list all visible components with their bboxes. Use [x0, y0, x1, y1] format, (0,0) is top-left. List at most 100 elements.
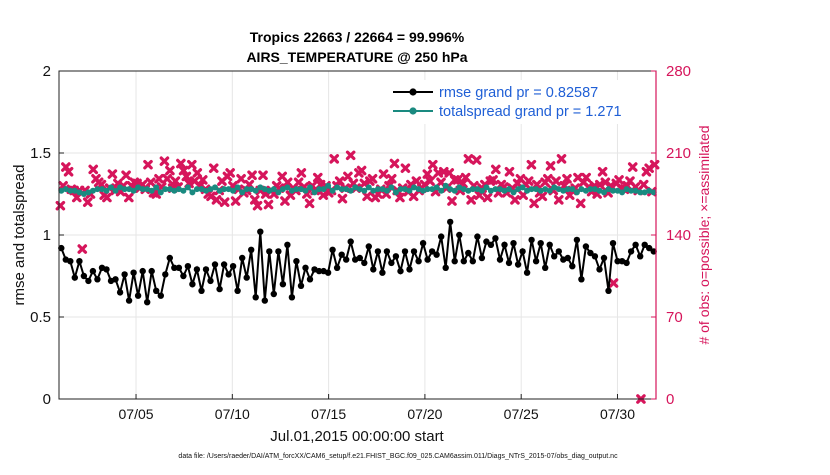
x-tick-label: 07/30 — [600, 406, 635, 422]
spread-data-point — [506, 186, 512, 193]
rmse-data-point — [356, 254, 363, 262]
spread-data-point — [370, 187, 377, 194]
obs-count-marker — [597, 166, 608, 177]
spread-data-point — [451, 187, 458, 194]
rmse-data-point — [591, 253, 599, 260]
obs-count-marker-shape — [329, 154, 340, 164]
obs-count-marker — [378, 169, 389, 179]
obs-count-marker — [211, 195, 222, 205]
rmse-data-point — [130, 269, 137, 276]
rmse-series-layer — [58, 218, 657, 306]
legend-spread-label: totalspread grand pr = 1.271 — [439, 104, 622, 120]
rmse-data-point — [58, 244, 65, 252]
rmse-data-point — [207, 277, 214, 285]
spread-data-point — [469, 186, 476, 193]
rmse-data-point — [211, 261, 219, 268]
spread-data-point — [352, 184, 359, 191]
obs-count-marker-shape — [159, 156, 170, 166]
spread-data-point — [221, 186, 228, 193]
spread-data-point — [591, 186, 598, 193]
spread-data-point — [343, 186, 350, 193]
spread-data-point — [555, 186, 562, 193]
obs-count-marker — [627, 162, 638, 172]
obs-count-marker — [490, 164, 501, 175]
obs-count-marker — [447, 196, 457, 206]
obs-count-marker — [165, 165, 175, 176]
spread-data-point — [121, 186, 128, 193]
spread-data-point — [650, 189, 657, 196]
spread-data-point — [62, 186, 69, 193]
spread-data-point — [94, 186, 101, 193]
obs-count-marker — [252, 200, 263, 211]
footer-data-file: data file: /Users/raeder/DAI/ATM_forcXX/… — [178, 453, 618, 460]
spread-data-point — [171, 187, 178, 194]
rmse-data-point — [347, 238, 354, 245]
obs-count-marker-shape — [444, 168, 455, 178]
spread-data-point — [117, 184, 124, 191]
rmse-data-point — [596, 266, 603, 273]
spread-data-point — [632, 187, 639, 194]
obs-count-marker-shape — [107, 169, 118, 179]
spread-data-point — [80, 191, 87, 197]
obs-count-marker-shape — [55, 200, 66, 211]
rmse-data-point — [496, 256, 504, 263]
rmse-data-point — [614, 258, 621, 265]
rmse-data-point — [447, 218, 454, 226]
rmse-data-point — [243, 274, 250, 281]
rmse-data-point — [532, 258, 540, 265]
spread-data-point — [365, 184, 372, 191]
spread-data-point — [641, 189, 648, 196]
rmse-data-point — [162, 271, 169, 278]
obs-count-marker — [395, 192, 405, 203]
spread-data-point — [492, 186, 499, 193]
spread-data-point — [234, 184, 241, 191]
spread-data-point — [248, 186, 255, 193]
obs-count-marker — [556, 154, 567, 164]
obs-count-marker-shape — [334, 176, 345, 186]
spread-data-point — [108, 184, 114, 191]
obs-count-marker-shape — [367, 173, 378, 184]
obs-count-marker — [367, 173, 378, 184]
spread-data-point — [465, 187, 472, 194]
spread-data-point — [325, 182, 332, 189]
rmse-data-point — [67, 258, 74, 265]
rmse-data-point — [379, 269, 386, 276]
rmse-data-point — [555, 248, 562, 255]
spread-data-point — [483, 184, 490, 191]
rmse-data-point — [198, 287, 205, 294]
obs-count-marker-shape — [77, 244, 88, 254]
obs-count-marker — [562, 173, 572, 184]
obs-count-marker — [428, 159, 438, 170]
spread-data-point — [546, 187, 553, 194]
obs-count-marker — [526, 159, 537, 170]
rmse-data-point — [573, 236, 581, 244]
rmse-data-point — [388, 259, 395, 267]
spread-data-point — [524, 187, 531, 194]
obs-count-marker-shape — [627, 162, 638, 172]
obs-count-marker-shape — [165, 165, 175, 176]
rmse-data-point — [288, 294, 296, 301]
spread-data-point — [157, 189, 164, 196]
obs-count-marker-shape — [145, 177, 156, 188]
obs-count-marker-shape — [296, 168, 307, 178]
y-axis-label: rmse and totalspread — [11, 165, 28, 306]
obs-count-marker — [55, 200, 66, 211]
spread-data-point — [497, 186, 503, 193]
spread-data-point — [551, 184, 558, 191]
obs-count-marker-shape — [356, 165, 367, 176]
obs-count-marker-shape — [526, 159, 537, 170]
obs-count-marker — [250, 195, 260, 205]
obs-count-marker-shape — [345, 150, 356, 161]
obs-count-marker — [107, 169, 118, 179]
rmse-data-point — [189, 281, 196, 288]
obs-count-marker — [488, 175, 498, 185]
obs-count-marker — [181, 171, 192, 182]
spread-data-point — [67, 187, 74, 194]
rmse-data-point — [415, 258, 422, 265]
obs-count-marker — [82, 197, 93, 207]
obs-count-marker — [425, 176, 435, 186]
obs-count-marker — [523, 176, 534, 186]
spread-data-point — [361, 187, 368, 194]
y-tick-label: 1.5 — [30, 145, 51, 162]
obs-count-marker — [471, 155, 482, 165]
